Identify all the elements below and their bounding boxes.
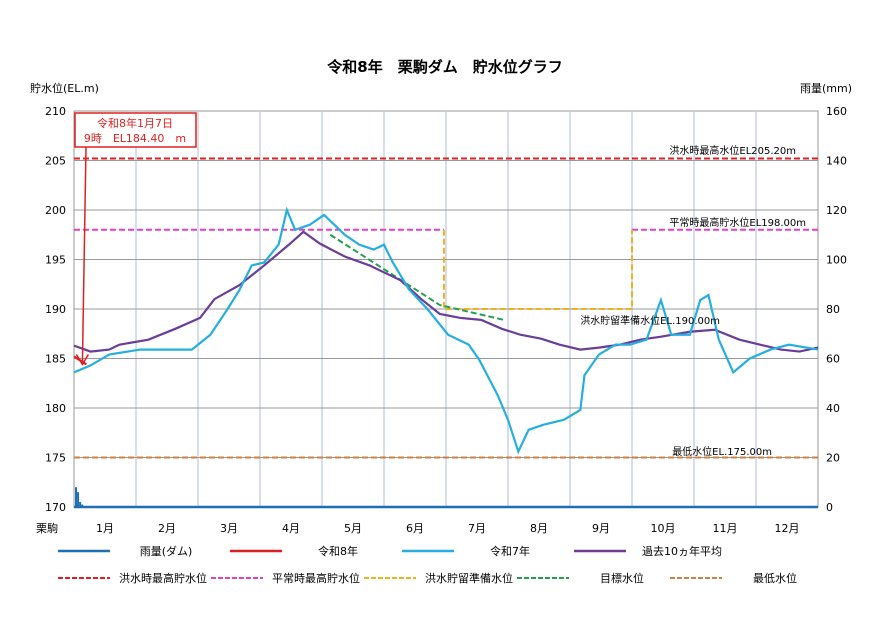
x-tick-label: 1月 bbox=[96, 522, 114, 535]
series-line-2 bbox=[73, 206, 819, 455]
y-tick-label: 175 bbox=[45, 452, 66, 465]
series-layer bbox=[73, 157, 819, 509]
ref-labels: 洪水時最高水位EL205.20m 平常時最高貯水位EL198.00m 洪水貯留準… bbox=[580, 144, 806, 458]
ref-label-min: 最低水位EL.175.00m bbox=[672, 445, 772, 458]
y-tick-label: 185 bbox=[45, 353, 66, 366]
ref-label-normal-max: 平常時最高貯水位EL198.00m bbox=[669, 216, 806, 229]
ref-label-flood-prep: 洪水貯留準備水位EL.190.00m bbox=[580, 314, 720, 327]
series-line-7 bbox=[329, 233, 505, 321]
series-line-3 bbox=[73, 230, 819, 353]
y2-tick-label: 100 bbox=[826, 254, 847, 267]
y2-tick-label: 80 bbox=[826, 303, 840, 316]
legend-label: 令和7年 bbox=[490, 544, 530, 558]
x-tick-label: 6月 bbox=[406, 522, 424, 535]
y2-tick-label: 160 bbox=[826, 105, 847, 118]
y2-tick-label: 0 bbox=[826, 501, 833, 514]
series-line-6 bbox=[442, 229, 633, 310]
x-tick-label: 10月 bbox=[651, 522, 676, 535]
y-tick-label: 180 bbox=[45, 402, 66, 415]
legend-label: 目標水位 bbox=[600, 571, 644, 585]
y2-tick-label: 20 bbox=[826, 452, 840, 465]
x-tick-label: 8月 bbox=[530, 522, 548, 535]
legend-label: 雨量(ダム) bbox=[140, 544, 193, 558]
x-tick-label: 2月 bbox=[158, 522, 176, 535]
x-tick-label: 3月 bbox=[220, 522, 238, 535]
x-tick-label: 5月 bbox=[344, 522, 362, 535]
y2-tick-label: 60 bbox=[826, 353, 840, 366]
annotation-line1: 令和8年1月7日 bbox=[97, 116, 173, 130]
y2-tick-label: 140 bbox=[826, 155, 847, 168]
legend-label: 洪水時最高貯水位 bbox=[119, 571, 207, 585]
legend-label: 令和8年 bbox=[318, 544, 358, 558]
rain-bar bbox=[79, 502, 82, 507]
chart-title: 令和8年 栗駒ダム 貯水位グラフ bbox=[327, 58, 562, 76]
y2-tick-label: 40 bbox=[826, 402, 840, 415]
x-tick-label: 7月 bbox=[468, 522, 486, 535]
arrow-head-icon bbox=[75, 354, 90, 366]
annotation-line2: 9時 EL184.40 m bbox=[84, 132, 186, 145]
x-origin-label: 栗駒 bbox=[36, 522, 58, 535]
x-tick-label: 12月 bbox=[775, 522, 800, 535]
x-tick-label: 9月 bbox=[592, 522, 610, 535]
y-tick-label: 200 bbox=[45, 204, 66, 217]
y-tick-label: 170 bbox=[45, 501, 66, 514]
y-tick-label: 210 bbox=[45, 105, 66, 118]
y-axis-label: 貯水位(EL.m) bbox=[30, 81, 99, 95]
x-tick-label: 4月 bbox=[282, 522, 300, 535]
annotation: 令和8年1月7日 9時 EL184.40 m bbox=[74, 112, 197, 366]
rain-bar bbox=[75, 487, 77, 507]
x-tick-label: 11月 bbox=[713, 522, 738, 535]
y2-tick-label: 120 bbox=[826, 204, 847, 217]
y-tick-label: 195 bbox=[45, 254, 66, 267]
y-tick-label: 205 bbox=[45, 155, 66, 168]
rain-bar bbox=[77, 492, 80, 507]
grid bbox=[73, 110, 819, 508]
annotation-box bbox=[74, 112, 197, 148]
legend-label: 過去10ヵ年平均 bbox=[642, 544, 722, 558]
y2-axis-label: 雨量(mm) bbox=[800, 82, 852, 95]
annotation-arrow bbox=[81, 146, 87, 365]
legend-label: 洪水貯留準備水位 bbox=[425, 571, 513, 585]
legend-label: 最低水位 bbox=[753, 571, 797, 585]
y-tick-label: 190 bbox=[45, 303, 66, 316]
legend-label: 平常時最高貯水位 bbox=[272, 571, 360, 585]
ref-label-flood-max: 洪水時最高水位EL205.20m bbox=[669, 144, 796, 157]
